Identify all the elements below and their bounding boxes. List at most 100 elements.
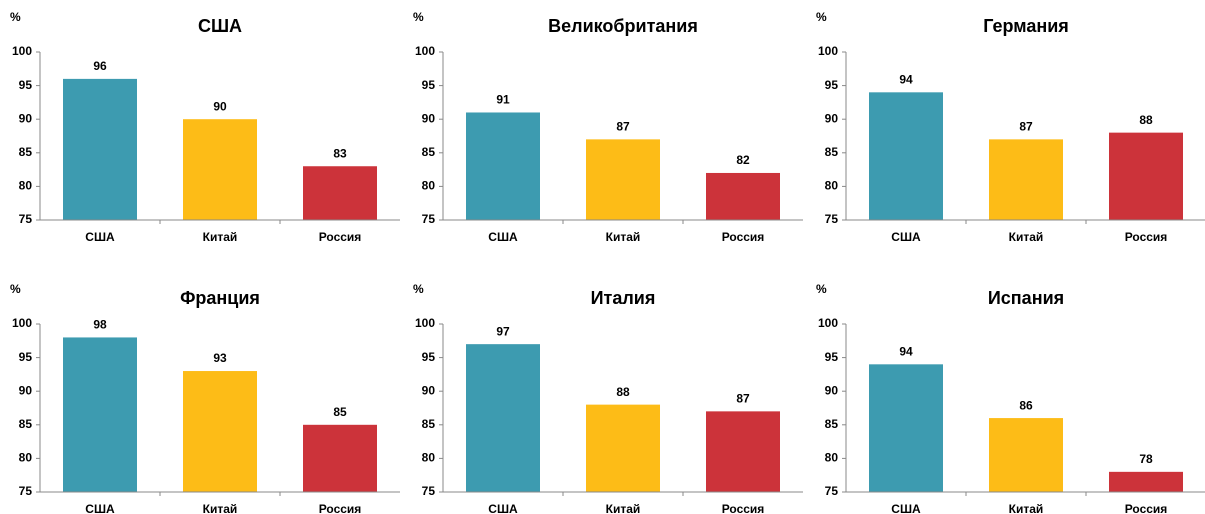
y-tick-label: 75 (19, 484, 33, 498)
y-tick-label: 95 (422, 350, 436, 364)
y-tick-label: 85 (422, 145, 436, 159)
y-tick-label: 100 (12, 316, 32, 330)
y-tick-label: 80 (825, 451, 839, 465)
y-tick-label: 95 (825, 350, 839, 364)
bar (869, 92, 943, 220)
value-label: 93 (213, 351, 227, 365)
value-label: 85 (333, 405, 347, 419)
value-label: 96 (93, 59, 107, 73)
y-tick-label: 75 (825, 212, 839, 226)
x-tick-label: Россия (319, 230, 362, 244)
x-tick-label: Россия (722, 230, 765, 244)
bar (586, 404, 660, 492)
y-axis-label: % (816, 10, 827, 24)
bar (586, 139, 660, 220)
x-tick-label: США (891, 230, 921, 244)
y-tick-label: 95 (825, 78, 839, 92)
y-tick-label: 85 (19, 417, 33, 431)
y-tick-label: 75 (422, 484, 436, 498)
x-tick-label: Китай (203, 230, 238, 244)
y-tick-label: 90 (825, 383, 839, 397)
y-tick-label: 90 (19, 383, 33, 397)
x-tick-label: Россия (1125, 230, 1168, 244)
x-tick-label: Россия (722, 502, 765, 514)
x-tick-label: Китай (606, 502, 641, 514)
value-label: 94 (899, 344, 913, 358)
value-label: 88 (1139, 113, 1153, 127)
y-tick-label: 100 (415, 44, 435, 58)
y-tick-label: 90 (19, 111, 33, 125)
chart-panel: % США 75 80 85 90 95 100 96 США 90 Китай 83 Россия (10, 10, 400, 244)
y-axis-label: % (816, 282, 827, 296)
bar (303, 424, 377, 492)
y-axis-label: % (10, 10, 21, 24)
y-tick-label: 80 (19, 451, 33, 465)
value-label: 87 (736, 392, 750, 406)
value-label: 78 (1139, 452, 1153, 466)
chart-title: Испания (988, 288, 1064, 308)
value-label: 88 (616, 385, 630, 399)
chart-panel: % Испания 75 80 85 90 95 100 94 США 86 Китай 78 Росси… (816, 282, 1205, 514)
chart-panel: % Франция 75 80 85 90 95 100 98 США 93 Китай 85 Росси… (10, 282, 400, 514)
bar (989, 139, 1063, 220)
chart-title: Великобритания (548, 16, 698, 36)
y-tick-label: 80 (19, 179, 33, 193)
y-tick-label: 80 (422, 179, 436, 193)
value-label: 83 (333, 146, 347, 160)
y-tick-label: 75 (19, 212, 33, 226)
x-tick-label: США (488, 230, 518, 244)
y-axis-label: % (10, 282, 21, 296)
bar (466, 344, 540, 492)
y-axis-label: % (413, 282, 424, 296)
y-tick-label: 95 (19, 350, 33, 364)
chart-panel: % Германия 75 80 85 90 95 100 94 США 87 Китай 88 Росс… (816, 10, 1205, 244)
y-tick-label: 85 (825, 417, 839, 431)
y-tick-label: 75 (825, 484, 839, 498)
chart-panel: % Италия 75 80 85 90 95 100 97 США 88 Китай 87 Россия (413, 282, 803, 514)
bar (1109, 471, 1183, 492)
value-label: 98 (93, 318, 107, 332)
y-tick-label: 85 (825, 145, 839, 159)
chart-panel: % Великобритания 75 80 85 90 95 100 91 США 87 Китай… (413, 10, 803, 244)
bar (183, 119, 257, 220)
y-tick-label: 75 (422, 212, 436, 226)
x-tick-label: Китай (203, 502, 238, 514)
x-tick-label: США (488, 502, 518, 514)
y-axis-label: % (413, 10, 424, 24)
chart-title: Италия (591, 288, 656, 308)
bar (989, 418, 1063, 492)
y-tick-label: 85 (422, 417, 436, 431)
x-tick-label: Китай (606, 230, 641, 244)
x-tick-label: Китай (1009, 230, 1044, 244)
y-tick-label: 85 (19, 145, 33, 159)
chart-title: Франция (180, 288, 260, 308)
bar (466, 112, 540, 220)
y-tick-label: 95 (19, 78, 33, 92)
x-tick-label: США (891, 502, 921, 514)
value-label: 82 (736, 153, 750, 167)
value-label: 94 (899, 72, 913, 86)
y-tick-label: 100 (818, 44, 838, 58)
y-tick-label: 90 (422, 111, 436, 125)
bar (63, 337, 137, 492)
x-tick-label: США (85, 502, 115, 514)
bar (63, 78, 137, 220)
value-label: 87 (616, 120, 630, 134)
x-tick-label: Россия (1125, 502, 1168, 514)
y-tick-label: 100 (818, 316, 838, 330)
y-tick-label: 80 (422, 451, 436, 465)
x-tick-label: Китай (1009, 502, 1044, 514)
value-label: 87 (1019, 120, 1033, 134)
x-tick-label: Россия (319, 502, 362, 514)
bar (706, 411, 780, 492)
bar (706, 172, 780, 220)
value-label: 91 (496, 93, 510, 107)
bar (183, 371, 257, 492)
bar (869, 364, 943, 492)
bar (303, 166, 377, 220)
y-tick-label: 90 (825, 111, 839, 125)
x-tick-label: США (85, 230, 115, 244)
bar (1109, 132, 1183, 220)
y-tick-label: 100 (12, 44, 32, 58)
